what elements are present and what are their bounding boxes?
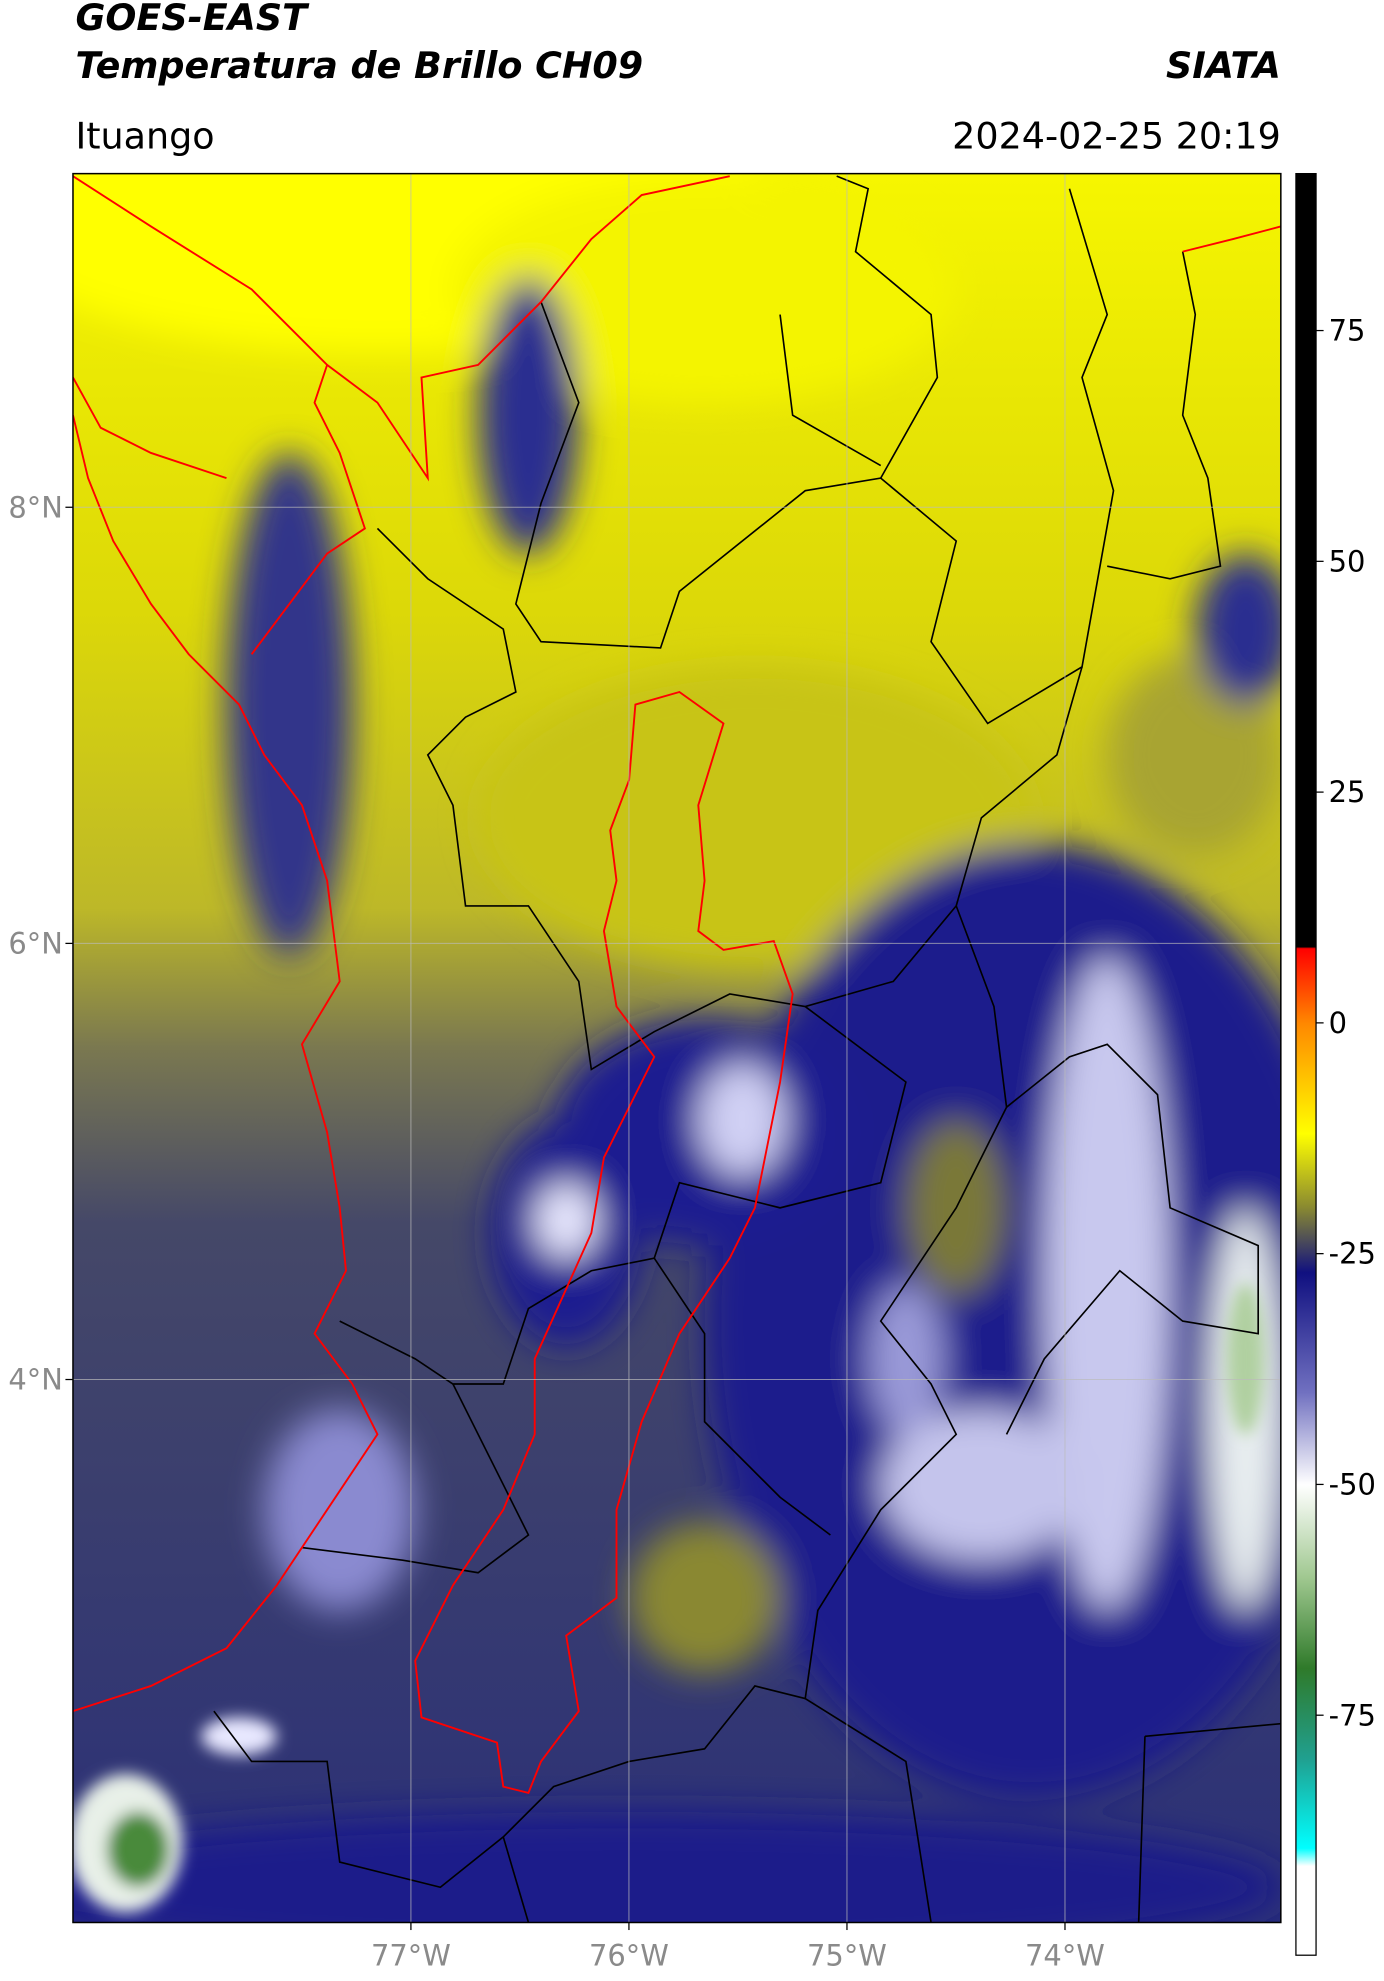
- colorbar-tick-label: 75: [1329, 314, 1366, 348]
- lon-tick-label: 75°W: [807, 1938, 887, 1972]
- lat-tick-label: 6°N: [8, 926, 63, 960]
- colorbar: [1295, 172, 1317, 1956]
- colorbar-tick-label: 50: [1329, 544, 1366, 578]
- lon-tick-label: 76°W: [589, 1938, 669, 1972]
- location: Ituango: [75, 114, 214, 157]
- source: SIATA: [1166, 44, 1281, 87]
- lon-tick-label: 77°W: [371, 1938, 451, 1972]
- colorbar-tick-label: -25: [1329, 1237, 1376, 1271]
- datetime: 2024-02-25 20:19: [952, 114, 1281, 157]
- lat-tick-label: 8°N: [8, 490, 63, 524]
- graticule: [72, 173, 1281, 1923]
- colorbar-tick-label: -50: [1329, 1467, 1376, 1501]
- colorbar-tick-label: 25: [1329, 775, 1366, 809]
- map-frame: [72, 172, 1282, 1924]
- lat-tick-label: 4°N: [8, 1363, 63, 1397]
- lon-tick-label: 74°W: [1025, 1938, 1105, 1972]
- title: GOES-EAST: [75, 0, 310, 39]
- colorbar-tick-label: -75: [1329, 1698, 1376, 1732]
- map: [72, 173, 1281, 1923]
- colorbar-tick-label: 0: [1329, 1006, 1347, 1040]
- subtitle: Temperatura de Brillo CH09: [75, 44, 643, 87]
